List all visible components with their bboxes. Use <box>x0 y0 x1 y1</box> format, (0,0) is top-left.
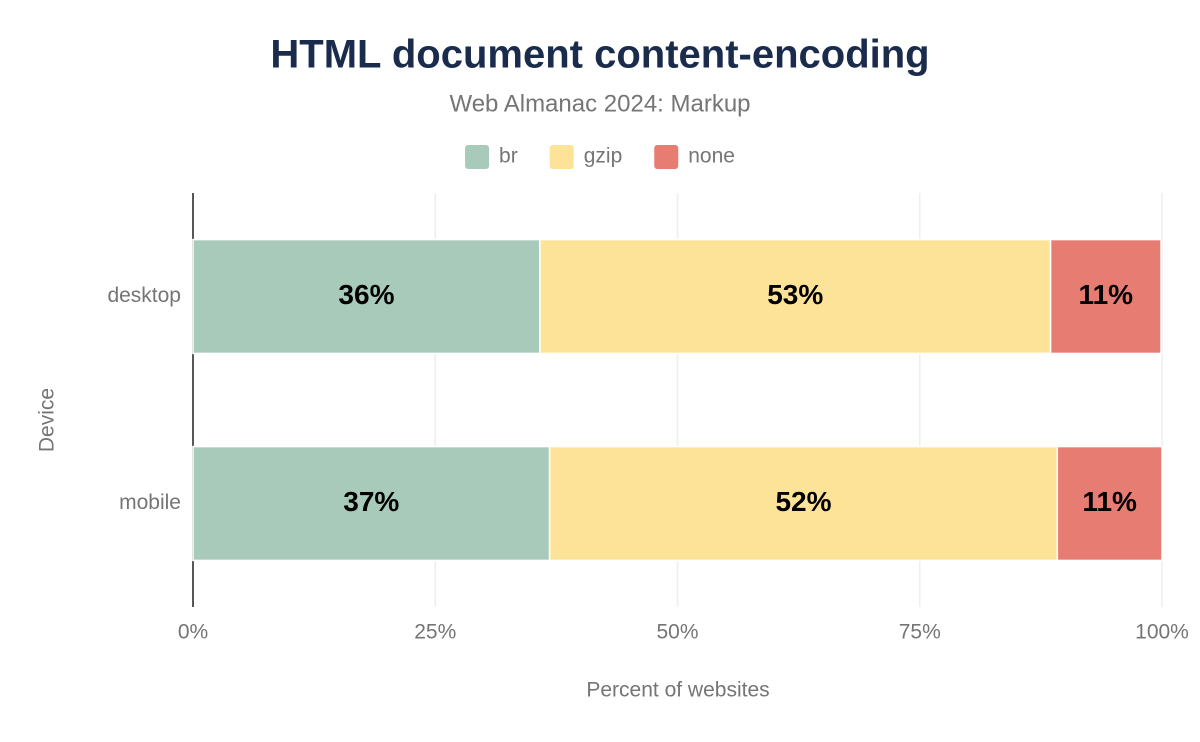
x-tick-label: 25% <box>414 621 456 644</box>
legend-label: none <box>688 145 735 168</box>
x-tick-label: 100% <box>1135 621 1189 644</box>
data-label: 11% <box>1082 486 1137 517</box>
y-tick-label: desktop <box>107 284 181 307</box>
data-label: 36% <box>338 279 394 310</box>
chart-title: HTML document content-encoding <box>270 33 929 77</box>
bar-segment <box>539 238 1052 355</box>
bar-segment <box>1049 238 1162 355</box>
bar-segment <box>192 238 541 355</box>
data-label: 53% <box>767 279 823 310</box>
legend: br gzip none <box>465 145 735 169</box>
legend-swatch <box>465 145 490 169</box>
data-label: 37% <box>343 486 399 517</box>
x-tick-label: 75% <box>899 621 941 644</box>
legend-label: br <box>499 145 518 168</box>
bar-segment <box>1056 445 1163 562</box>
bar-segment <box>548 445 1059 562</box>
y-tick-label: mobile <box>119 491 181 514</box>
chart-subtitle: Web Almanac 2024: Markup <box>449 90 750 117</box>
legend-swatch <box>654 145 679 169</box>
legend-swatch <box>549 145 574 169</box>
legend-label: gzip <box>584 145 623 168</box>
x-tick-label: 50% <box>656 621 698 644</box>
data-label: 11% <box>1079 279 1134 310</box>
bar-segment <box>192 445 551 562</box>
bars: desktop 36% 53% 11% mobile 37% 52% 11% <box>107 238 1163 562</box>
y-axis-title: Device <box>36 388 59 452</box>
x-tick-label: 0% <box>178 621 208 644</box>
x-axis-title: Percent of websites <box>586 679 769 702</box>
data-label: 52% <box>775 486 831 517</box>
